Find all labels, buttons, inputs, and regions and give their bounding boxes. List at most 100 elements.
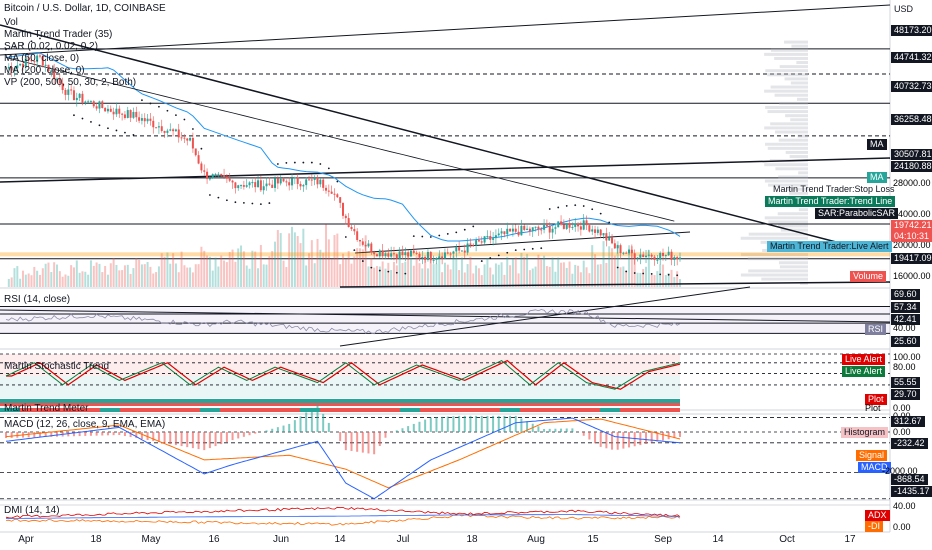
macd-histogram-bar	[571, 428, 574, 432]
volume-profile-bar	[770, 122, 808, 126]
macd-histogram-bar	[390, 432, 393, 433]
meter-title[interactable]: Martin Trend Meter	[4, 403, 89, 414]
candle	[245, 185, 248, 187]
indicator-vol[interactable]: Vol	[4, 17, 18, 28]
volume-bar	[208, 256, 211, 287]
volume-bar	[673, 277, 676, 287]
candle	[497, 233, 500, 236]
candle	[78, 93, 81, 98]
candle	[500, 231, 503, 234]
volume-bar	[200, 246, 203, 287]
sar-dot	[497, 254, 500, 257]
volume-bar	[327, 239, 330, 287]
macd-histogram-bar	[129, 432, 132, 438]
sar-dot	[421, 235, 424, 238]
candle	[95, 106, 98, 109]
candle	[503, 231, 506, 235]
volume-bar	[344, 259, 347, 287]
ma50-line	[5, 52, 681, 242]
candle	[342, 202, 344, 216]
candle	[554, 227, 557, 229]
candle	[291, 178, 294, 186]
candle	[551, 228, 554, 233]
macd-histogram-bar	[418, 421, 421, 432]
macd-histogram-bar	[78, 432, 81, 437]
stoch-level: 0.00	[893, 403, 911, 413]
volume-bar	[392, 261, 395, 287]
sar-dot	[234, 201, 237, 204]
candle	[650, 254, 653, 257]
sar-dot	[251, 202, 254, 205]
macd-histogram-bar	[673, 432, 676, 439]
stoch-title[interactable]: Martin Stochastic Trend	[4, 361, 110, 372]
candle	[472, 244, 475, 246]
macd-histogram-bar	[322, 413, 325, 432]
rsi-title[interactable]: RSI (14, close)	[4, 294, 71, 305]
candle	[67, 89, 70, 95]
candle	[483, 236, 486, 243]
x-axis-label: Apr	[18, 534, 34, 545]
stoch-trend-bar	[0, 399, 680, 403]
volume-bar	[75, 260, 78, 287]
volume-bar	[469, 256, 472, 287]
candle	[409, 250, 412, 257]
candle	[30, 60, 33, 62]
indicator-ma200[interactable]: MA (200, close, 0)	[4, 65, 85, 76]
x-axis-label: Sep	[654, 534, 672, 545]
macd-histogram-bar	[350, 432, 353, 451]
dmi-title[interactable]: DMI (14, 14)	[4, 505, 60, 516]
sar-dot	[327, 167, 330, 170]
candle	[421, 256, 424, 258]
candle	[265, 183, 268, 187]
hline-label: 36258.48	[891, 114, 932, 125]
symbol-title[interactable]: Bitcoin / U.S. Dollar, 1D, COINBASE	[4, 3, 166, 14]
candle	[545, 225, 548, 227]
trend-meter-segment	[140, 408, 160, 412]
trend-meter-segment	[400, 408, 420, 412]
sar-dot	[39, 37, 41, 40]
stoch-level: 100.00	[893, 352, 921, 362]
volume-profile-bar	[764, 89, 808, 93]
indicator-ma50[interactable]: MA (50, close, 0)	[4, 53, 80, 64]
candle	[540, 229, 543, 231]
volume-profile-bar	[740, 236, 808, 240]
candle	[109, 108, 112, 112]
trend-meter-segment	[120, 408, 140, 412]
indicator-vp[interactable]: VP (200, 500, 50, 30, 2, Both)	[4, 77, 137, 88]
trend-meter-segment	[100, 408, 120, 412]
candle	[548, 226, 551, 233]
macd-title[interactable]: MACD (12, 26, close, 9, EMA, EMA)	[4, 419, 166, 430]
volume-bar	[679, 279, 681, 287]
volume-bar	[126, 264, 129, 287]
macd-histogram-bar	[469, 415, 472, 432]
macd-histogram-bar	[344, 432, 347, 451]
stoch-signal-line	[6, 359, 681, 390]
x-axis-label: 14	[334, 534, 346, 545]
macd-histogram-bar	[407, 426, 410, 432]
volume-bar	[296, 236, 299, 287]
candle	[662, 252, 665, 256]
trend-meter-segment	[260, 408, 280, 412]
candle	[656, 259, 659, 261]
trend-meter-segment	[540, 408, 560, 412]
volume-bar	[19, 278, 22, 287]
candle	[33, 61, 36, 63]
volume-bar	[358, 248, 361, 287]
macd-histogram-bar	[480, 415, 483, 432]
volume-bar	[503, 274, 506, 287]
volume-bar	[395, 265, 398, 287]
volume-bar	[189, 267, 192, 287]
candle	[605, 233, 608, 241]
indicator-martin-trend-trader[interactable]: Martin Trend Trader (35)	[4, 29, 113, 40]
volume-profile-bar	[797, 134, 808, 138]
volume-bar	[186, 267, 189, 287]
volume-bar	[375, 266, 378, 287]
candle	[645, 255, 648, 258]
candle	[407, 252, 410, 257]
volume-bar	[135, 258, 138, 287]
volume-bar	[390, 269, 393, 287]
candle	[585, 220, 588, 226]
indicator-sar[interactable]: SAR (0.02, 0.02, 0.2)	[4, 41, 98, 52]
sar-dot	[64, 70, 67, 73]
